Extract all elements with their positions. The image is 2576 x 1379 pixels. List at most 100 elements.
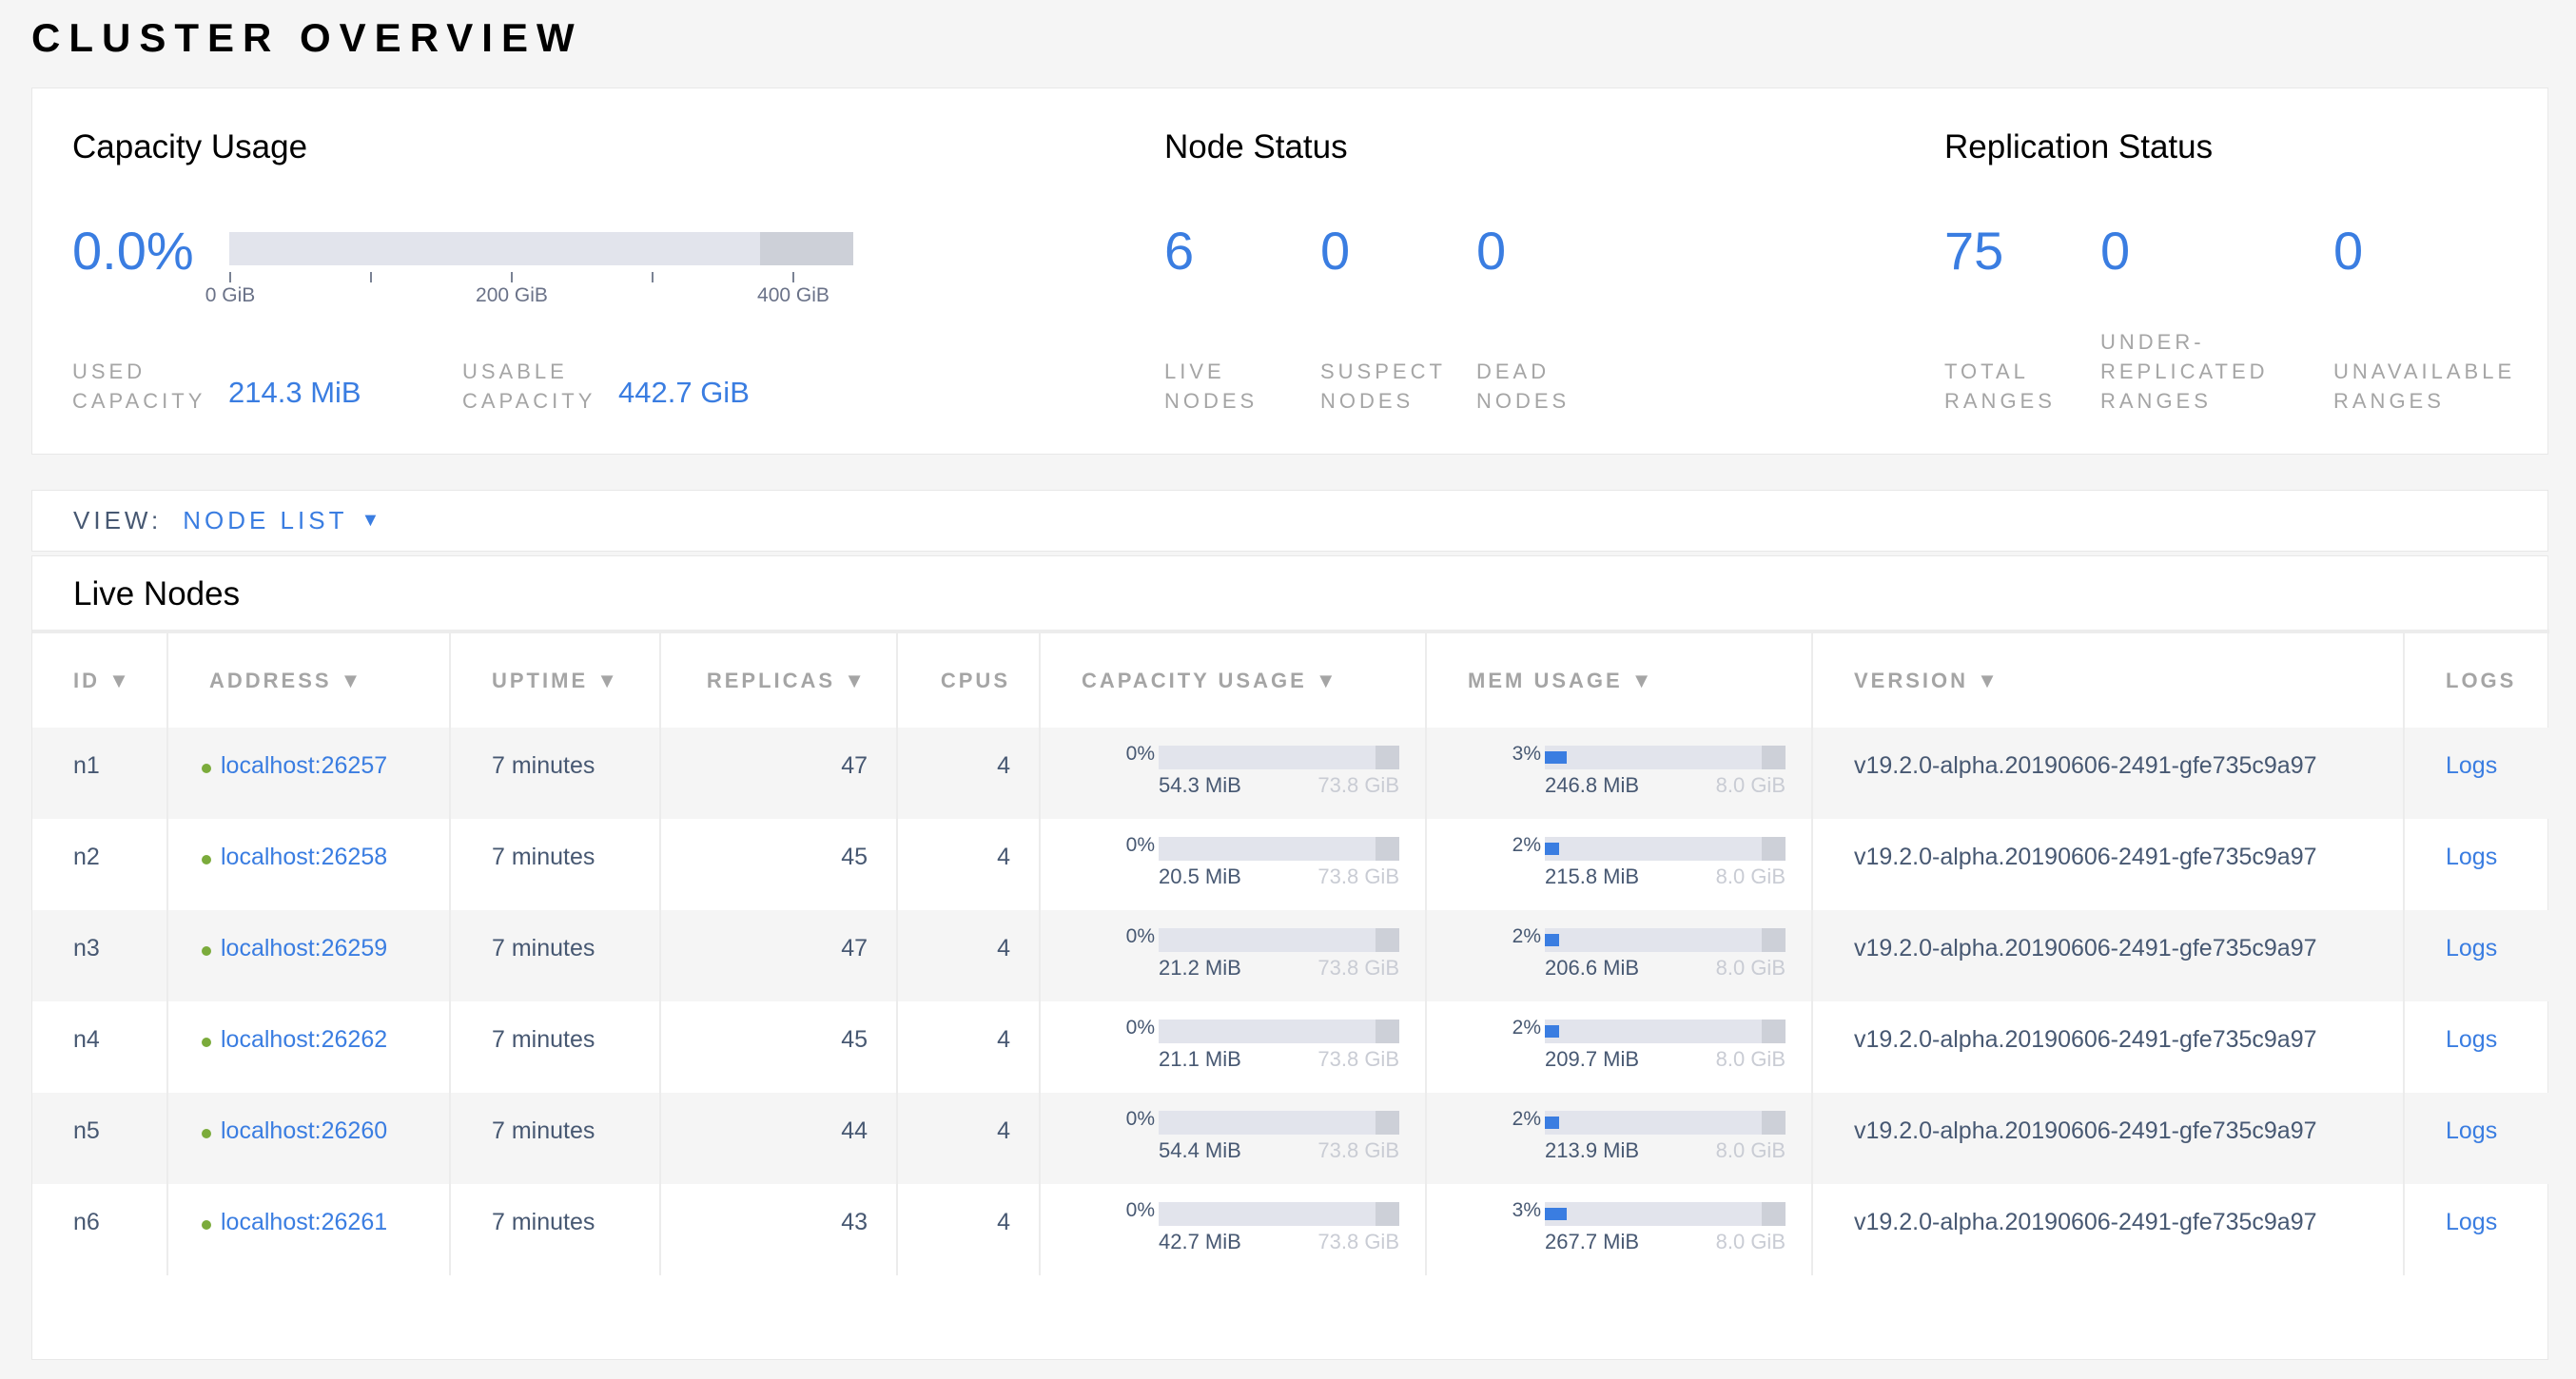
cpus: 4 — [898, 1093, 1041, 1184]
live-status-dot — [202, 1129, 211, 1138]
column-header[interactable]: ADDRESS ▼ — [168, 633, 451, 728]
cap-used: 21.2 MiB — [1159, 956, 1241, 980]
suspect-nodes-label: SUSPECT NODES — [1320, 359, 1446, 413]
node-status-title: Node Status — [1164, 128, 1348, 165]
logs-link[interactable]: Logs — [2446, 844, 2498, 870]
logs-link[interactable]: Logs — [2446, 752, 2498, 779]
mem-used: 215.8 MiB — [1545, 864, 1640, 888]
suspect-nodes-count: 0 — [1320, 221, 1351, 281]
view-label: VIEW: — [73, 506, 163, 534]
uptime: 7 minutes — [451, 728, 661, 819]
cap-used: 21.1 MiB — [1159, 1047, 1241, 1071]
cpus: 4 — [898, 819, 1041, 910]
unavailable-label: UNAVAILABLE RANGES — [2333, 359, 2516, 413]
tick-label: 0 GiB — [205, 284, 256, 306]
uptime: 7 minutes — [451, 1001, 661, 1093]
logs-link[interactable]: Logs — [2446, 1026, 2498, 1053]
view-dropdown[interactable]: NODE LIST — [183, 506, 348, 534]
mem-percent: 2% — [1512, 1108, 1541, 1130]
uptime: 7 minutes — [451, 910, 661, 1001]
table-row: n5 localhost:26260 7 minutes 44 4 0% 54.… — [32, 1093, 2549, 1184]
capacity-bar — [229, 232, 853, 265]
node-address-link[interactable]: localhost:26258 — [221, 844, 388, 870]
total-ranges-count: 75 — [1944, 221, 2004, 281]
total-ranges-label: TOTAL RANGES — [1944, 359, 2056, 413]
cap-used: 20.5 MiB — [1159, 864, 1241, 888]
version: v19.2.0-alpha.20190606-2491-gfe735c9a97 — [1813, 1184, 2405, 1275]
cap-used: 42.7 MiB — [1159, 1230, 1241, 1253]
live-nodes-title: Live Nodes — [73, 575, 241, 612]
replicas: 44 — [661, 1093, 898, 1184]
replicas: 45 — [661, 1001, 898, 1093]
cap-total: 73.8 GiB — [1317, 1138, 1399, 1162]
table-row: n1 localhost:26257 7 minutes 47 4 0% 54.… — [32, 728, 2549, 819]
node-address-link[interactable]: localhost:26261 — [221, 1209, 388, 1235]
column-header[interactable]: MEM USAGE ▼ — [1427, 633, 1813, 728]
node-id: n4 — [32, 1001, 168, 1093]
logs-link[interactable]: Logs — [2446, 1117, 2498, 1144]
mem-total: 8.0 GiB — [1715, 1047, 1786, 1071]
cap-percent: 0% — [1125, 743, 1155, 765]
mem-total: 8.0 GiB — [1715, 1138, 1786, 1162]
logs-link[interactable]: Logs — [2446, 935, 2498, 961]
node-id: n6 — [32, 1184, 168, 1275]
live-nodes-count: 6 — [1164, 221, 1195, 281]
mem-used: 246.8 MiB — [1545, 773, 1640, 797]
node-address-link[interactable]: localhost:26257 — [221, 752, 388, 779]
replicas: 45 — [661, 819, 898, 910]
mem-used: 213.9 MiB — [1545, 1138, 1640, 1162]
uptime: 7 minutes — [451, 819, 661, 910]
caret-down-icon[interactable]: ▼ — [361, 510, 384, 531]
mem-total: 8.0 GiB — [1715, 956, 1786, 980]
column-header[interactable]: REPLICAS ▼ — [661, 633, 898, 728]
mem-fill — [1545, 751, 1567, 764]
cap-total: 73.8 GiB — [1317, 1047, 1399, 1071]
mem-total: 8.0 GiB — [1715, 864, 1786, 888]
mem-used: 267.7 MiB — [1545, 1230, 1640, 1253]
version: v19.2.0-alpha.20190606-2491-gfe735c9a97 — [1813, 1093, 2405, 1184]
node-address-link[interactable]: localhost:26262 — [221, 1026, 388, 1053]
cap-total: 73.8 GiB — [1317, 956, 1399, 980]
live-status-dot — [202, 1038, 211, 1047]
column-header[interactable]: CAPACITY USAGE ▼ — [1041, 633, 1427, 728]
table-row: n6 localhost:26261 7 minutes 43 4 0% 42.… — [32, 1184, 2549, 1275]
mem-fill — [1545, 1117, 1560, 1129]
live-nodes-card: Live Nodes ID ▼ ADDRESS ▼ UPTIME ▼ REPLICAS… — [31, 555, 2549, 1360]
mem-percent: 3% — [1512, 1199, 1541, 1221]
column-header[interactable]: VERSION ▼ — [1813, 633, 2405, 728]
replicas: 47 — [661, 728, 898, 819]
tick-label: 400 GiB — [757, 284, 829, 306]
nodes-table: ID ▼ ADDRESS ▼ UPTIME ▼ REPLICAS ▼ CPUS CAPAC… — [32, 630, 2549, 1275]
column-header: CPUS — [898, 633, 1041, 728]
summary-card: Capacity Usage 0.0% 0 GiB 200 GiB 400 Gi… — [31, 87, 2548, 455]
node-address-link[interactable]: localhost:26260 — [221, 1117, 388, 1144]
version: v19.2.0-alpha.20190606-2491-gfe735c9a97 — [1813, 1001, 2405, 1093]
mem-percent: 2% — [1512, 1017, 1541, 1039]
live-status-dot — [202, 764, 211, 773]
logs-link[interactable]: Logs — [2446, 1209, 2498, 1235]
version: v19.2.0-alpha.20190606-2491-gfe735c9a97 — [1813, 728, 2405, 819]
live-status-dot — [202, 855, 211, 864]
page-title: CLUSTER OVERVIEW — [31, 15, 583, 60]
column-header[interactable]: ID ▼ — [32, 633, 168, 728]
replication-status-title: Replication Status — [1944, 128, 2214, 165]
node-address-link[interactable]: localhost:26259 — [221, 935, 388, 961]
mem-used: 209.7 MiB — [1545, 1047, 1640, 1071]
cpus: 4 — [898, 1184, 1041, 1275]
uptime: 7 minutes — [451, 1184, 661, 1275]
tick-label: 200 GiB — [476, 284, 548, 306]
view-selector[interactable]: VIEW: NODE LIST ▼ — [31, 490, 2548, 552]
table-row: n4 localhost:26262 7 minutes 45 4 0% 21.… — [32, 1001, 2549, 1093]
under-replicated-label: UNDER- REPLICATED RANGES — [2100, 330, 2269, 413]
mem-percent: 2% — [1512, 925, 1541, 947]
column-header[interactable]: UPTIME ▼ — [451, 633, 661, 728]
mem-fill — [1545, 1025, 1560, 1038]
table-row: n2 localhost:26258 7 minutes 45 4 0% 20.… — [32, 819, 2549, 910]
used-capacity-label: USED CAPACITY — [72, 359, 206, 413]
cpus: 4 — [898, 910, 1041, 1001]
cpus: 4 — [898, 1001, 1041, 1093]
under-replicated-count: 0 — [2100, 221, 2131, 281]
node-id: n3 — [32, 910, 168, 1001]
dead-nodes-count: 0 — [1476, 221, 1507, 281]
unavailable-count: 0 — [2333, 221, 2364, 281]
